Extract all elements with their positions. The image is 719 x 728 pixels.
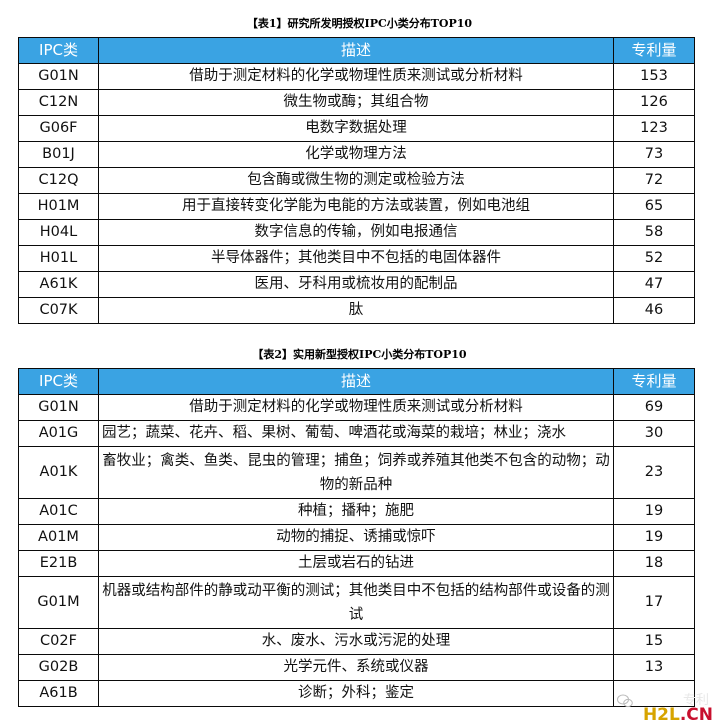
- ipc-code-cell: G01N: [18, 63, 99, 90]
- ipc-code-cell: E21B: [18, 550, 99, 577]
- patent-count-cell: 153: [613, 63, 695, 90]
- table-row: C02F 水、废水、污水或污泥的处理 15: [18, 628, 695, 655]
- table-row: C07K 肽 46: [18, 297, 695, 324]
- patent-count-cell: 58: [613, 219, 695, 246]
- column-header-description: 描述: [98, 368, 614, 395]
- site-logo: H2L.CN: [642, 705, 713, 725]
- description-cell: 用于直接转变化学能为电能的方法或装置，例如电池组: [98, 193, 614, 220]
- patent-count-cell: 69: [613, 394, 695, 421]
- ipc-code-cell: C02F: [18, 628, 99, 655]
- table-row: G02B 光学元件、系统或仪器 13: [18, 654, 695, 681]
- description-cell: 化学或物理方法: [98, 141, 614, 168]
- table-row: A61K 医用、牙科用或梳妆用的配制品 47: [18, 271, 695, 298]
- patent-count-cell: 73: [613, 141, 695, 168]
- description-cell: 微生物或酶；其组合物: [98, 89, 614, 116]
- table-row: A01G 园艺；蔬菜、花卉、稻、果树、葡萄、啤酒花或海菜的栽培；林业；浇水 30: [18, 420, 695, 447]
- column-header-count: 专利量: [613, 368, 695, 395]
- description-cell: 水、废水、污水或污泥的处理: [98, 628, 614, 655]
- description-cell: 机器或结构部件的静或动平衡的测试；其他类目中不包括的结构部件或设备的测试: [98, 576, 614, 629]
- table-row: C12Q 包含酶或微生物的测定或检验方法 72: [18, 167, 695, 194]
- table1-title: 【表1】研究所发明授权IPC小类分布TOP10: [246, 17, 473, 30]
- patent-count-cell: 52: [613, 245, 695, 272]
- patent-count-cell: 123: [613, 115, 695, 142]
- ipc-code-cell: H04L: [18, 219, 99, 246]
- patent-count-cell: 47: [613, 271, 695, 298]
- table1: IPC类 描述 专利量 G01N 借助于测定材料的化学或物理性质来测试或分析材料 1…: [18, 37, 695, 324]
- patent-count-cell: 23: [613, 446, 695, 499]
- column-header-description: 描述: [98, 37, 614, 64]
- ipc-code-cell: C07K: [18, 297, 99, 324]
- ipc-code-cell: A61B: [18, 680, 99, 707]
- watermark-text: 专利: [682, 693, 709, 708]
- patent-count-cell: 17: [613, 576, 695, 629]
- ipc-code-cell: A01M: [18, 524, 99, 551]
- table2-header-row: IPC类 描述 专利量: [18, 368, 695, 395]
- description-cell: 借助于测定材料的化学或物理性质来测试或分析材料: [98, 394, 614, 421]
- table2-title: 【表2】实用新型授权IPC小类分布TOP10: [252, 348, 467, 361]
- description-cell: 数字信息的传输，例如电报通信: [98, 219, 614, 246]
- ipc-code-cell: G01N: [18, 394, 99, 421]
- patent-count-cell: 18: [613, 550, 695, 577]
- description-cell: 借助于测定材料的化学或物理性质来测试或分析材料: [98, 63, 614, 90]
- table-row: A01C 种植；播种；施肥 19: [18, 498, 695, 525]
- ipc-code-cell: G01M: [18, 576, 99, 629]
- patent-count-cell: 19: [613, 524, 695, 551]
- table-row: A61B 诊断；外科；鉴定: [18, 680, 695, 707]
- column-header-ipc: IPC类: [18, 368, 99, 395]
- table-row: G01N 借助于测定材料的化学或物理性质来测试或分析材料 153: [18, 63, 695, 90]
- ipc-code-cell: A61K: [18, 271, 99, 298]
- patent-count-cell: 30: [613, 420, 695, 447]
- description-cell: 包含酶或微生物的测定或检验方法: [98, 167, 614, 194]
- wechat-icon: [617, 694, 633, 708]
- description-cell: 半导体器件；其他类目中不包括的电固体器件: [98, 245, 614, 272]
- description-cell: 土层或岩石的钻进: [98, 550, 614, 577]
- patent-count-cell: 126: [613, 89, 695, 116]
- ipc-code-cell: A01G: [18, 420, 99, 447]
- table-row: E21B 土层或岩石的钻进 18: [18, 550, 695, 577]
- description-cell: 诊断；外科；鉴定: [98, 680, 614, 707]
- table-row: H01M 用于直接转变化学能为电能的方法或装置，例如电池组 65: [18, 193, 695, 220]
- table-row: A01M 动物的捕捉、诱捕或惊吓 19: [18, 524, 695, 551]
- patent-count-cell: 19: [613, 498, 695, 525]
- ipc-code-cell: H01L: [18, 245, 99, 272]
- column-header-count: 专利量: [613, 37, 695, 64]
- table-row: A01K 畜牧业；禽类、鱼类、昆虫的管理；捕鱼；饲养或养殖其他类不包含的动物；动物…: [18, 446, 695, 499]
- table-row: H01L 半导体器件；其他类目中不包括的电固体器件 52: [18, 245, 695, 272]
- description-cell: 医用、牙科用或梳妆用的配制品: [98, 271, 614, 298]
- ipc-code-cell: B01J: [18, 141, 99, 168]
- table-row: G06F 电数字数据处理 123: [18, 115, 695, 142]
- patent-count-cell: 46: [613, 297, 695, 324]
- description-cell: 动物的捕捉、诱捕或惊吓: [98, 524, 614, 551]
- patent-count-cell: 65: [613, 193, 695, 220]
- description-cell: 光学元件、系统或仪器: [98, 654, 614, 681]
- description-cell: 种植；播种；施肥: [98, 498, 614, 525]
- patent-count-cell: 13: [613, 654, 695, 681]
- patent-count-cell: 15: [613, 628, 695, 655]
- table-row: G01N 借助于测定材料的化学或物理性质来测试或分析材料 69: [18, 394, 695, 421]
- ipc-code-cell: C12Q: [18, 167, 99, 194]
- table-row: H04L 数字信息的传输，例如电报通信 58: [18, 219, 695, 246]
- table-row: C12N 微生物或酶；其组合物 126: [18, 89, 695, 116]
- ipc-code-cell: H01M: [18, 193, 99, 220]
- description-cell: 畜牧业；禽类、鱼类、昆虫的管理；捕鱼；饲养或养殖其他类不包含的动物；动物的新品种: [98, 446, 614, 499]
- ipc-code-cell: A01C: [18, 498, 99, 525]
- patent-count-cell: 72: [613, 167, 695, 194]
- ipc-code-cell: G02B: [18, 654, 99, 681]
- ipc-code-cell: G06F: [18, 115, 99, 142]
- table1-header-row: IPC类 描述 专利量: [18, 37, 695, 64]
- table-row: G01M 机器或结构部件的静或动平衡的测试；其他类目中不包括的结构部件或设备的测试…: [18, 576, 695, 629]
- table-row: B01J 化学或物理方法 73: [18, 141, 695, 168]
- description-cell: 园艺；蔬菜、花卉、稻、果树、葡萄、啤酒花或海菜的栽培；林业；浇水: [98, 420, 614, 447]
- description-cell: 肽: [98, 297, 614, 324]
- column-header-ipc: IPC类: [18, 37, 99, 64]
- description-cell: 电数字数据处理: [98, 115, 614, 142]
- ipc-code-cell: C12N: [18, 89, 99, 116]
- table2: IPC类 描述 专利量 G01N 借助于测定材料的化学或物理性质来测试或分析材料 6…: [18, 368, 695, 707]
- ipc-code-cell: A01K: [18, 446, 99, 499]
